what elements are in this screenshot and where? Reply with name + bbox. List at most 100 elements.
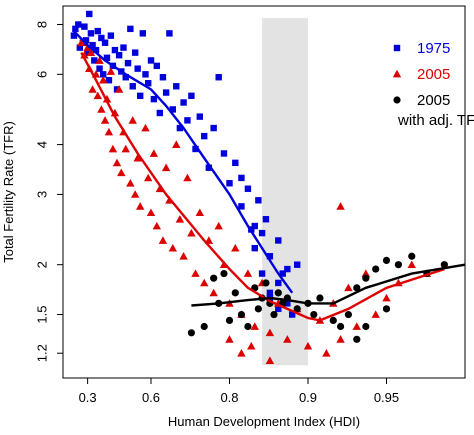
data-point [180, 99, 187, 106]
data-point [408, 252, 416, 260]
data-point [238, 203, 245, 210]
shaded-band-layer [262, 18, 308, 366]
data-point [237, 349, 246, 357]
data-point [251, 244, 258, 252]
data-point [126, 179, 135, 187]
data-point [84, 49, 91, 56]
data-point [265, 328, 275, 337]
data-point [133, 153, 142, 162]
data-point [102, 94, 112, 103]
data-point [114, 85, 124, 93]
data-point [91, 57, 98, 64]
data-point [200, 278, 209, 287]
data-point [220, 150, 228, 157]
data-point [149, 149, 159, 157]
data-point [86, 48, 96, 56]
data-point [258, 270, 266, 277]
data-point [188, 92, 195, 100]
data-point [95, 56, 104, 64]
y-tick-label: 4 [34, 141, 49, 148]
data-point [175, 215, 185, 223]
data-point [251, 222, 258, 230]
data-point [127, 25, 134, 33]
data-point [103, 54, 111, 62]
data-point [106, 67, 116, 75]
data-point [275, 279, 282, 287]
shaded-hdi-band [262, 18, 308, 366]
data-point [214, 221, 223, 230]
data-point [107, 32, 115, 39]
data-point [382, 293, 391, 302]
data-point [283, 335, 292, 343]
data-point [169, 106, 176, 113]
data-point [275, 305, 282, 313]
data-point [128, 116, 137, 124]
data-point [336, 322, 345, 331]
data-point [205, 164, 213, 171]
data-point [344, 310, 352, 319]
data-point [247, 341, 256, 350]
x-tick-label: 0.95 [374, 390, 399, 405]
data-point [97, 105, 106, 113]
data-point [112, 158, 122, 167]
data-point [215, 74, 222, 81]
data-point [96, 65, 103, 72]
y-tick-label: 6 [34, 71, 49, 78]
x-tick-label: 0.8 [220, 390, 238, 405]
data-point [187, 228, 196, 237]
data-point [284, 265, 291, 273]
data-point [210, 124, 217, 132]
data-point [362, 322, 370, 331]
data-point [136, 202, 145, 210]
data-point [329, 316, 337, 325]
data-point [371, 310, 380, 318]
data-point [344, 283, 353, 292]
data-point [166, 30, 173, 37]
data-point [105, 76, 113, 84]
data-point [142, 71, 149, 78]
data-point [81, 23, 88, 30]
data-point [94, 27, 101, 35]
data-point [161, 163, 171, 172]
trend-line [80, 52, 445, 322]
data-point [115, 52, 123, 59]
data-point [195, 208, 204, 217]
data-point [288, 311, 296, 318]
data-point [293, 305, 301, 313]
data-point [353, 284, 361, 292]
data-point [89, 41, 96, 49]
data-point [275, 237, 282, 244]
data-point [101, 39, 109, 46]
axis-ticks-layer: 0.3 0.6 0.8 0.9 0.95 1.2 1.5 2 3 4 6 8 [34, 21, 399, 405]
data-point [231, 289, 239, 297]
data-point [225, 316, 234, 325]
data-point [144, 173, 153, 182]
y-tick-label: 1.5 [34, 305, 49, 323]
data-point [192, 145, 199, 153]
data-point [372, 265, 380, 273]
data-point [122, 74, 129, 81]
data-point [226, 180, 233, 187]
data-point [231, 243, 240, 252]
data-point [124, 59, 132, 67]
legend-label: 1975 [417, 40, 450, 57]
data-point [254, 305, 262, 313]
data-point [76, 44, 84, 51]
data-point [108, 144, 118, 153]
data-point [117, 168, 126, 177]
data-point [191, 269, 200, 277]
data-point [225, 335, 234, 343]
data-point [262, 216, 270, 223]
trend-lines-layer [73, 30, 466, 322]
x-tick-label: 0.6 [142, 390, 160, 405]
data-point [255, 197, 262, 204]
y-tick-label: 8 [34, 21, 49, 28]
data-point [270, 310, 278, 319]
data-point [131, 49, 139, 56]
data-point [93, 91, 102, 100]
data-point [266, 289, 274, 297]
data-point [336, 202, 345, 210]
data-point [152, 221, 162, 230]
